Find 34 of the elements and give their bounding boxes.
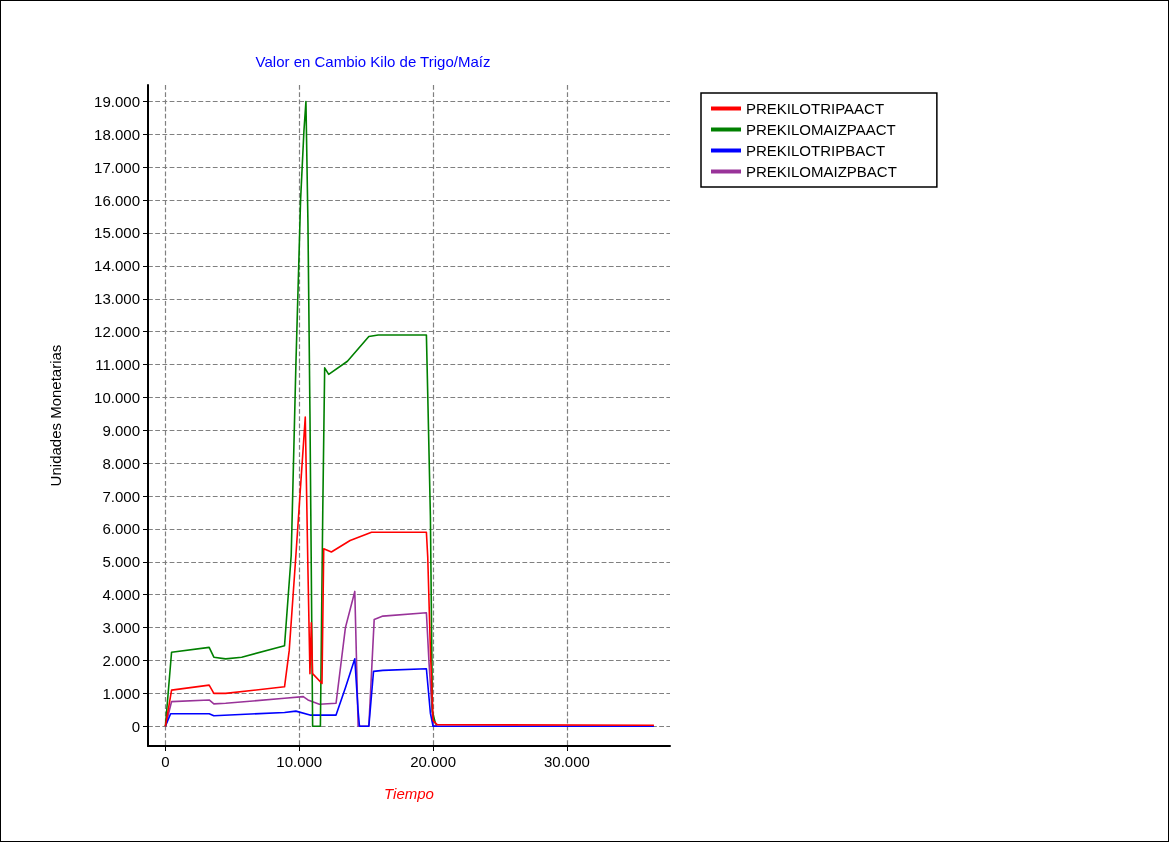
y-tick-label: 16.000: [94, 191, 140, 209]
y-tick-label: 17.000: [94, 158, 140, 176]
y-tick-label: 8.000: [102, 454, 140, 472]
y-tick-label: 2.000: [102, 652, 140, 669]
y-tick-label: 15.000: [94, 224, 140, 242]
y-tick-label: 11.000: [95, 356, 140, 374]
line-series: [164, 100, 437, 728]
y-tick-label: 1.000: [102, 684, 140, 702]
legend-label: PREKILOTRIPBACT: [746, 142, 886, 159]
y-tick-label: 13.000: [94, 290, 140, 308]
y-tick-label: 3.000: [102, 619, 140, 637]
y-tick-label: 10.000: [94, 388, 140, 406]
y-tick-label: 19.000: [94, 92, 140, 110]
y-tick-label: 5.000: [102, 553, 140, 571]
y-tick-label: 6.000: [102, 520, 140, 538]
line-series: [164, 658, 655, 728]
y-tick-label: 0: [131, 717, 140, 735]
x-tick-label: 30.000: [543, 753, 590, 770]
y-tick-label: 14.000: [94, 257, 140, 275]
legend-label: PREKILOTRIPAACT: [746, 100, 885, 117]
y-tick-label: 9.000: [102, 421, 140, 439]
y-tick-label: 4.000: [102, 586, 140, 604]
x-tick-label: 20.000: [410, 753, 457, 770]
y-tick-label: 12.000: [94, 323, 140, 341]
y-axis-title: Unidades Monetarias: [47, 344, 64, 487]
x-tick-label: 0: [161, 753, 170, 770]
x-tick-label: 10.000: [276, 753, 323, 770]
legend-label: PREKILOMAIZPBACT: [746, 163, 897, 180]
legend-label: PREKILOMAIZPAACT: [746, 121, 896, 138]
line-series: [164, 416, 655, 728]
y-tick-label: 18.000: [94, 125, 140, 143]
x-axis-title: Tiempo: [384, 785, 434, 802]
chart-title: Valor en Cambio Kilo de Trigo/Maíz: [255, 53, 491, 70]
y-tick-label: 7.000: [102, 487, 140, 505]
